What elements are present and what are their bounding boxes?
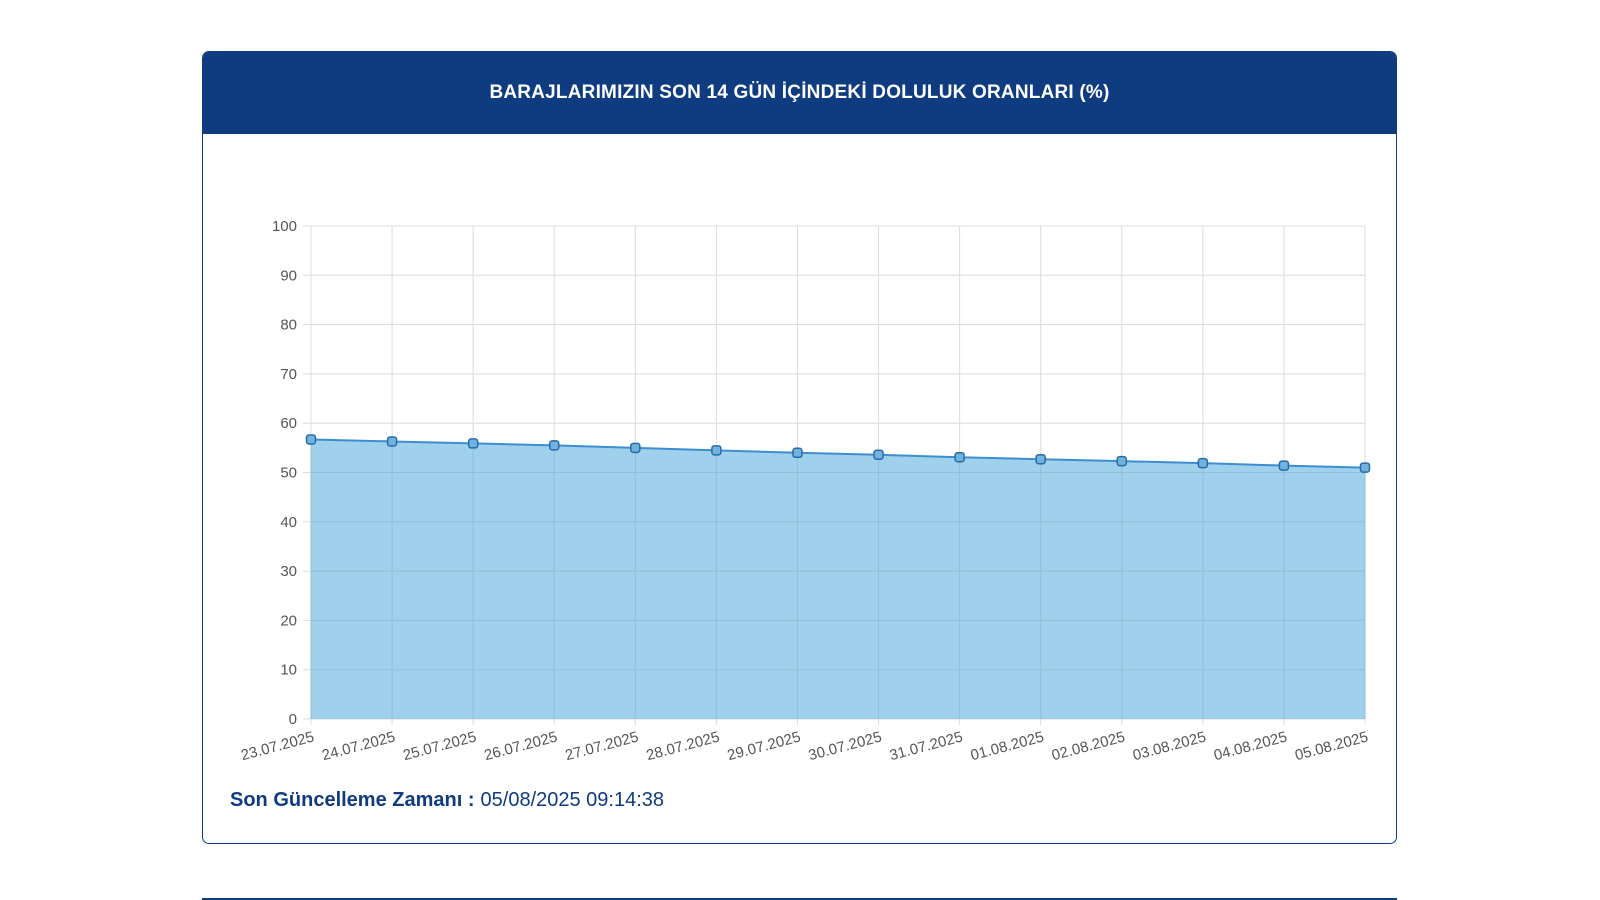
series-line bbox=[310, 438, 1366, 469]
data-point bbox=[1116, 455, 1128, 467]
y-tick-label: 40 bbox=[280, 514, 297, 531]
data-point bbox=[1035, 453, 1046, 465]
x-tick-label: 04.08.2025 bbox=[1212, 728, 1289, 764]
y-tick-label: 70 bbox=[280, 366, 297, 383]
data-point bbox=[1197, 457, 1209, 469]
data-point bbox=[548, 440, 560, 451]
x-tick-label: 30.07.2025 bbox=[807, 728, 884, 764]
last-update-label: Son Güncelleme Zamanı : bbox=[230, 789, 475, 811]
data-point bbox=[792, 447, 803, 459]
data-point bbox=[467, 438, 479, 449]
x-tick-label: 24.07.2025 bbox=[320, 728, 397, 764]
last-update-value: 05/08/2025 09:14:38 bbox=[480, 789, 665, 811]
y-tick-label: 10 bbox=[280, 662, 297, 679]
x-tick-label: 27.07.2025 bbox=[563, 728, 640, 764]
y-tick-label: 60 bbox=[280, 415, 297, 432]
x-tick-label: 29.07.2025 bbox=[726, 728, 803, 764]
data-point bbox=[1278, 460, 1290, 471]
x-tick-label: 01.08.2025 bbox=[969, 728, 1046, 764]
data-point bbox=[954, 451, 965, 463]
last-update: Son Güncelleme Zamanı :05/08/2025 09:14:… bbox=[230, 789, 664, 812]
data-point bbox=[305, 434, 317, 445]
y-tick-label: 50 bbox=[280, 465, 297, 482]
series-area bbox=[311, 439, 1365, 719]
x-tick-label: 26.07.2025 bbox=[482, 728, 559, 764]
y-tick-label: 80 bbox=[280, 317, 297, 334]
x-tick-label: 02.08.2025 bbox=[1050, 728, 1127, 764]
chart-card: BARAJLARIMIZIN SON 14 GÜN İÇİNDEKİ DOLUL… bbox=[202, 51, 1397, 844]
x-tick-label: 28.07.2025 bbox=[645, 728, 722, 764]
y-tick-label: 0 bbox=[289, 711, 297, 728]
y-tick-label: 90 bbox=[280, 267, 297, 284]
data-point bbox=[873, 449, 884, 461]
x-tick-label: 03.08.2025 bbox=[1131, 728, 1208, 764]
line-area-chart: 0 10 20 30 40 50 60 70 80 90 100 23.07.2025 24.07.20… bbox=[239, 218, 1371, 764]
next-card-border bbox=[202, 898, 1397, 900]
x-tick-label: 31.07.2025 bbox=[888, 728, 965, 764]
y-tick-label: 100 bbox=[272, 218, 297, 235]
data-point bbox=[386, 436, 398, 447]
x-tick-label: 05.08.2025 bbox=[1293, 728, 1370, 764]
data-point bbox=[630, 442, 641, 454]
y-tick-label: 30 bbox=[280, 563, 297, 580]
chart-area: 0 10 20 30 40 50 60 70 80 90 100 23.07.2025 24.07.20… bbox=[203, 134, 1396, 794]
x-tick-label: 25.07.2025 bbox=[401, 728, 478, 764]
y-tick-label: 20 bbox=[280, 612, 297, 629]
x-tick-label: 23.07.2025 bbox=[239, 728, 316, 764]
data-point bbox=[711, 445, 722, 456]
data-point bbox=[1359, 462, 1371, 473]
chart-title: BARAJLARIMIZIN SON 14 GÜN İÇİNDEKİ DOLUL… bbox=[203, 52, 1396, 134]
